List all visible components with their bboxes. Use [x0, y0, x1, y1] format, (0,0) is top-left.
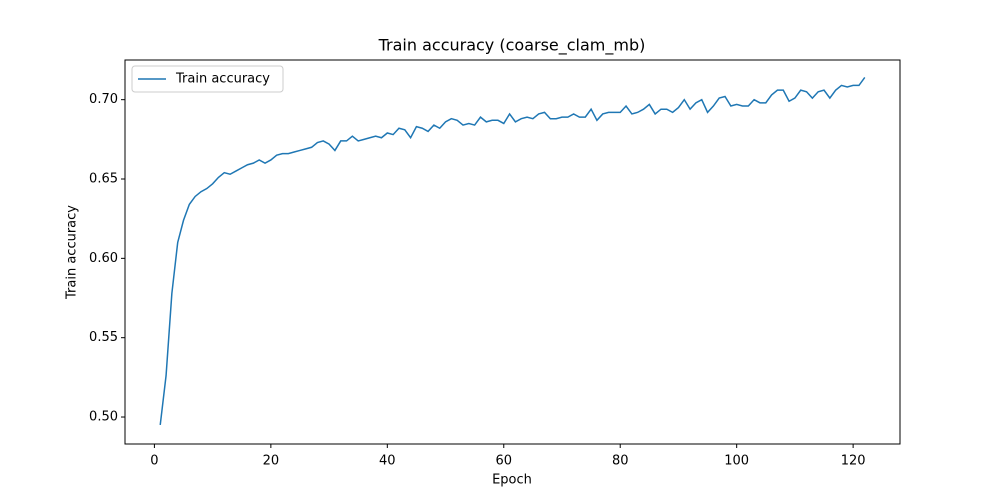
x-tick-label: 20: [263, 454, 280, 469]
line-series: [159, 77, 866, 426]
y-tick-label: 0.50: [89, 410, 118, 425]
plot-frame: [124, 59, 901, 445]
x-tick-label: 120: [841, 454, 866, 469]
x-tick-label: 80: [612, 454, 629, 469]
y-tick-label: 0.70: [89, 92, 118, 107]
x-tick-label: 100: [724, 454, 749, 469]
x-tick-label: 0: [150, 454, 158, 469]
x-axis-label: Epoch: [492, 473, 532, 488]
y-tick-label: 0.65: [89, 172, 118, 187]
chart-title: Train accuracy (coarse_clam_mb): [378, 36, 646, 56]
y-tick-label: 0.55: [89, 330, 118, 345]
y-tick-label: 0.60: [89, 251, 118, 266]
legend-box: [131, 65, 284, 93]
x-tick-label: 40: [379, 454, 396, 469]
legend-label: Train accuracy: [175, 72, 270, 87]
y-axis-label: Train accuracy: [65, 205, 80, 300]
x-tick-label: 60: [495, 454, 512, 469]
